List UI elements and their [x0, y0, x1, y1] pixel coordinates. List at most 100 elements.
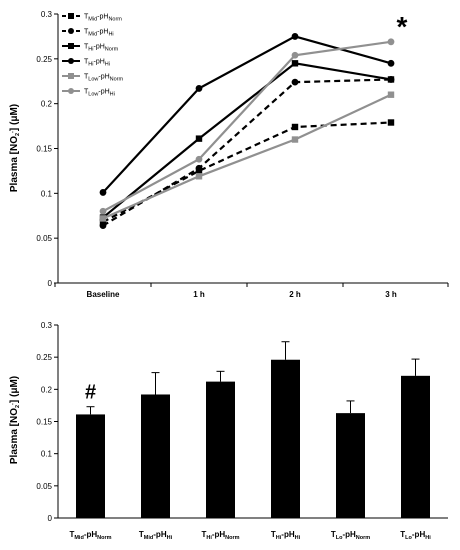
legend-label: THi-pHNorm	[84, 44, 119, 53]
series-line	[102, 62, 392, 219]
legend-item: THi-pHHi	[62, 58, 110, 68]
series-THi-pHNorm	[99, 60, 395, 221]
y-tick-label: 0.25	[36, 353, 52, 362]
legend-label: TMid-pHHi	[84, 29, 114, 38]
y-tick-label: 0.05	[36, 234, 52, 243]
bar	[141, 394, 170, 518]
legend-swatch-marker	[68, 73, 74, 79]
series-TLow-pHHi	[99, 38, 395, 215]
data-point	[291, 51, 299, 59]
significance-hash: #	[85, 382, 96, 404]
x-tick-label: TLo-pHHi	[400, 530, 431, 541]
y-tick-label: 0.25	[36, 55, 52, 64]
x-tick-label: THi-pHHi	[271, 530, 301, 541]
legend-label: THi-pHHi	[84, 59, 110, 68]
bar-TLo-pHNorm	[336, 400, 365, 518]
y-tick-label: 0.2	[41, 385, 53, 394]
y-tick-label: 0	[48, 514, 53, 523]
data-point	[195, 155, 203, 163]
x-tick-label: 3 h	[385, 290, 397, 299]
bar	[206, 381, 235, 518]
bar-chart-x-axis: TMid-pHNorm TMid-pHHi THi-pHNorm THi-pHHi TL…	[58, 517, 448, 541]
bar-chart: 00.050.10.150.20.250.3 TMid-pHNorm TMid-p…	[9, 321, 448, 541]
y-tick-label: 0.2	[41, 100, 53, 109]
series-line	[102, 93, 392, 220]
data-point	[99, 189, 107, 196]
x-tick-label: THi-pHNorm	[201, 530, 239, 541]
bar	[336, 413, 365, 518]
data-point	[291, 123, 299, 131]
bar	[271, 359, 300, 518]
bar-TLo-pHHi	[401, 358, 430, 518]
data-point	[99, 222, 107, 230]
series-TMid-pHNorm	[99, 119, 395, 226]
legend-item: THi-pHNorm	[62, 43, 119, 53]
series-line	[102, 35, 392, 194]
y-tick-label: 0.15	[36, 418, 52, 427]
y-tick-label: 0.1	[41, 450, 53, 459]
y-tick-label: 0.3	[41, 10, 53, 19]
line-chart-y-axis-label: Plasma [NO2-] (μM)	[9, 104, 21, 192]
data-point	[291, 60, 299, 67]
y-tick-label: 0.05	[36, 482, 52, 491]
series-TLow-pHNorm	[99, 91, 395, 222]
series-line	[102, 40, 392, 213]
line-chart-y-axis: 0 0.05 0.1 0.15 0.2 0.25 0.3	[36, 10, 59, 288]
x-tick-label: 1 h	[193, 290, 205, 299]
data-point	[387, 76, 395, 83]
legend-swatch-marker	[68, 58, 74, 64]
x-tick-label: 2 h	[289, 290, 301, 299]
x-tick-label: TMid-pHNorm	[69, 530, 111, 541]
data-point	[291, 136, 299, 143]
x-tick-label: Baseline	[87, 290, 120, 299]
data-point	[195, 173, 203, 180]
bar-TMid-pHNorm	[76, 406, 105, 518]
bar-THi-pHNorm	[206, 370, 235, 518]
line-chart-series	[99, 33, 395, 230]
data-point	[387, 91, 395, 98]
line-chart-x-axis: Baseline 1 h 2 h 3 h	[54, 282, 449, 299]
data-point	[195, 135, 203, 142]
legend-label: TMid-pHNorm	[84, 14, 122, 23]
line-chart: 0 0.05 0.1 0.15 0.2 0.25 0.3 Baseline 1 h 2 h 3 h…	[9, 10, 449, 299]
data-point	[387, 59, 395, 67]
bar-TMid-pHHi	[141, 372, 170, 518]
legend-swatch-marker	[68, 13, 74, 19]
data-point	[99, 207, 107, 215]
bar-chart-bars	[76, 341, 430, 518]
data-point	[99, 218, 107, 226]
data-point	[99, 215, 107, 222]
legend-swatch-marker	[68, 43, 74, 49]
legend-swatch-marker	[68, 88, 74, 94]
data-point	[291, 78, 299, 86]
series-line	[102, 121, 392, 223]
x-tick-label: TMid-pHHi	[139, 530, 173, 541]
bar-chart-y-axis: 0 0.05 0.1 0.15 0.2 0.25 0.3	[36, 321, 59, 523]
data-point	[387, 38, 395, 46]
series-THi-pHHi	[99, 33, 395, 196]
data-point	[195, 164, 203, 172]
y-tick-label: 0	[48, 279, 53, 288]
y-tick-label: 0.1	[41, 189, 53, 198]
x-tick-label: TLo-pHNorm	[331, 530, 370, 541]
legend-label: TLow-pHNorm	[84, 74, 124, 83]
y-tick-label: 0.3	[41, 321, 53, 330]
data-point	[291, 33, 299, 40]
legend: TMid-pHNorm TMid-pHHi THi-pHNorm THi-pHHi TL…	[62, 13, 124, 98]
bar	[401, 375, 430, 518]
legend-label: TLow-pHHi	[84, 89, 115, 98]
y-tick-label: 0.15	[36, 145, 52, 154]
bar-THi-pHHi	[271, 341, 300, 518]
legend-swatch-marker	[68, 28, 74, 34]
bar-chart-y-axis-label: Plasma [NO2-] (μM)	[9, 376, 21, 464]
legend-item: TLow-pHNorm	[62, 73, 124, 83]
legend-item: TLow-pHHi	[62, 88, 115, 98]
series-TMid-pHHi	[99, 76, 395, 230]
significance-asterisk: *	[397, 11, 408, 42]
data-point	[195, 85, 203, 92]
legend-item: TMid-pHNorm	[62, 13, 122, 23]
legend-item: TMid-pHHi	[62, 28, 114, 38]
data-point	[387, 119, 395, 126]
bar	[76, 414, 105, 518]
